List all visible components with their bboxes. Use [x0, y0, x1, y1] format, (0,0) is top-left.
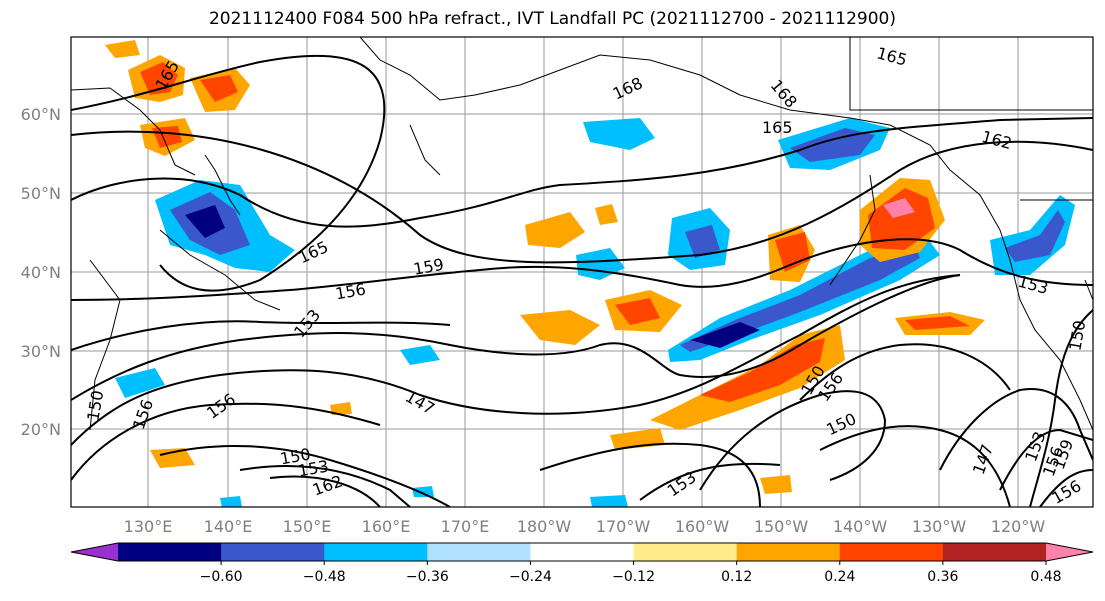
refractivity-contours	[71, 54, 1093, 507]
colorbar-segment	[427, 543, 531, 561]
colorbar-tick-label: −0.24	[509, 569, 552, 585]
colorbar-segment	[942, 543, 1047, 561]
lon-label: 160°W	[675, 517, 730, 536]
lon-label: 140°W	[833, 517, 888, 536]
map-title: 2021112400 F084 500 hPa refract., IVT La…	[208, 9, 896, 29]
gridlines	[71, 37, 1093, 507]
lon-label: 150°W	[754, 517, 809, 536]
lat-label: 30°N	[21, 342, 61, 361]
lon-label: 130°W	[912, 517, 967, 536]
lat-label: 60°N	[21, 105, 61, 124]
lon-label: 150°E	[283, 517, 332, 536]
colorbar-tick-label: 0.24	[824, 569, 855, 585]
colorbar-extend-high	[1046, 543, 1093, 561]
contour-label: 165	[762, 118, 793, 137]
colorbar-extend-low	[71, 543, 118, 561]
colorbar-segment	[530, 543, 635, 561]
colorbar-tick-label: −0.12	[612, 569, 655, 585]
lon-label: 160°E	[362, 517, 411, 536]
coastlines	[71, 37, 1093, 431]
colorbar-tick-label: 0.48	[1030, 569, 1061, 585]
lon-label: 180°W	[517, 517, 572, 536]
lon-label: 140°E	[204, 517, 253, 536]
colorbar-tick-label: 0.36	[927, 569, 958, 585]
lat-label: 40°N	[21, 263, 61, 282]
colorbar-tick-label: 0.12	[721, 569, 752, 585]
lat-label: 20°N	[21, 420, 61, 439]
lon-label: 130°E	[124, 517, 173, 536]
ivt-shading	[105, 40, 1075, 507]
longitude-labels: 130°E 140°E 150°E 160°E 170°E 180°W 170°…	[124, 517, 1046, 536]
lon-label: 170°W	[596, 517, 651, 536]
colorbar-segment	[839, 543, 944, 561]
colorbar-segment	[324, 543, 428, 561]
map-frame	[70, 36, 1094, 508]
lat-label: 50°N	[21, 184, 61, 203]
colorbar-tick-label: −0.60	[200, 569, 243, 585]
colorbar-segment	[633, 543, 738, 561]
colorbar: −0.60 −0.48 −0.36 −0.24 −0.12 0.12 0.24 0.36 0.4…	[70, 542, 1094, 585]
colorbar-segment	[736, 543, 841, 561]
colorbar-outline	[70, 542, 1094, 562]
lon-label: 120°W	[991, 517, 1046, 536]
colorbar-segment	[118, 543, 222, 561]
latitude-labels: 60°N 50°N 40°N 30°N 20°N	[21, 105, 61, 439]
colorbar-tick-label: −0.36	[406, 569, 449, 585]
colorbar-tick-label: −0.48	[303, 569, 346, 585]
colorbar-segment	[221, 543, 325, 561]
lon-label: 170°E	[441, 517, 490, 536]
